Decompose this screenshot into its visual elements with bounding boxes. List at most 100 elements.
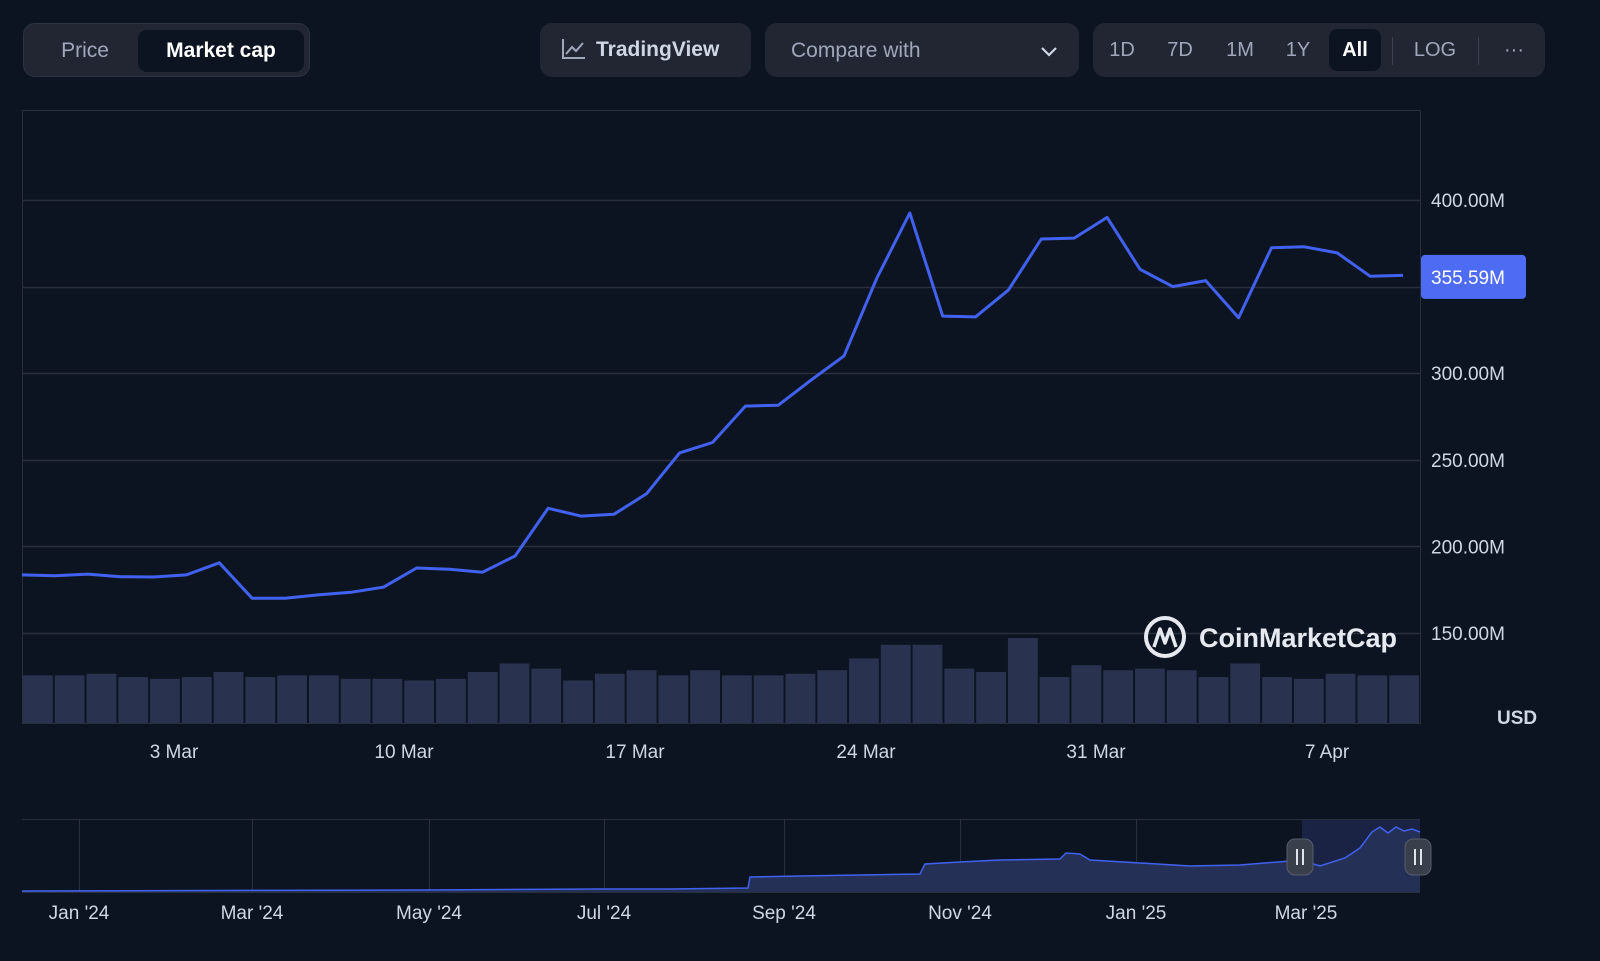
view-tabs: Price Market cap — [23, 23, 310, 77]
chevron-down-icon — [1041, 47, 1057, 57]
navigator-tick-label: Nov '24 — [928, 903, 992, 924]
watermark-text: CoinMarketCap — [1199, 623, 1397, 653]
x-tick-label: 17 Mar — [605, 742, 665, 763]
volume-bar — [150, 678, 180, 723]
volume-bar — [1325, 673, 1356, 723]
currency-label: USD — [1497, 708, 1537, 729]
volume-bar — [658, 675, 689, 723]
volume-bar — [785, 673, 816, 723]
volume-bar — [23, 675, 53, 723]
navigator-handle-left[interactable] — [1286, 838, 1314, 876]
range-all[interactable]: All — [1329, 29, 1381, 71]
navigator — [21, 819, 1432, 893]
current-value-badge-bg — [1421, 254, 1526, 299]
tradingview-label: TradingView — [596, 38, 720, 61]
chart-line-icon — [562, 39, 585, 59]
volume-bar — [436, 678, 466, 723]
volume-bar — [1293, 678, 1324, 723]
x-tick-label: 3 Mar — [150, 742, 199, 763]
volume-bar — [54, 675, 85, 723]
volume-bar — [245, 677, 276, 723]
range-1d[interactable]: 1D — [1109, 39, 1135, 61]
volume-bar — [1262, 677, 1292, 723]
current-value-label: 355.59M — [1431, 268, 1505, 289]
volume-bar — [86, 673, 117, 723]
volume-bar — [118, 677, 149, 723]
volume-bar — [213, 672, 244, 723]
navigator-handle-right[interactable] — [1404, 838, 1432, 876]
volume-bar — [1230, 663, 1261, 723]
coinmarketcap-logo-icon — [1144, 616, 1186, 658]
volume-bar — [1103, 670, 1134, 723]
compare-label: Compare with — [791, 39, 921, 62]
navigator-tick-label: Sep '24 — [752, 903, 816, 924]
tab-market-cap[interactable]: Market cap — [138, 30, 304, 72]
volume-bars — [23, 638, 1419, 723]
volume-bar — [880, 644, 911, 723]
volume-bar — [404, 680, 435, 723]
y-tick-label: 250.00M — [1431, 451, 1505, 472]
volume-bar — [499, 663, 530, 723]
volume-bar — [1357, 675, 1388, 723]
volume-bar — [308, 675, 339, 723]
compare-dropdown[interactable]: Compare with — [765, 23, 1079, 77]
volume-bar — [912, 644, 943, 723]
volume-bar — [372, 678, 403, 723]
range-divider — [1478, 37, 1479, 65]
navigator-tick-label: May '24 — [396, 903, 462, 924]
more-options-button[interactable]: ··· — [1504, 39, 1524, 61]
volume-bar — [1135, 668, 1165, 723]
log-toggle[interactable]: LOG — [1413, 39, 1457, 61]
range-selector: 1D 7D 1M 1Y All LOG ··· — [1093, 23, 1545, 77]
range-7d[interactable]: 7D — [1167, 39, 1193, 61]
volume-bar — [1007, 638, 1038, 723]
plot-border — [22, 110, 1421, 724]
volume-bar — [563, 680, 593, 723]
range-1m[interactable]: 1M — [1226, 39, 1254, 61]
volume-bar — [944, 668, 975, 723]
volume-bar — [340, 678, 371, 723]
volume-bar — [626, 670, 657, 723]
navigator-area — [22, 827, 1420, 892]
tab-price[interactable]: Price — [61, 39, 109, 62]
x-tick-label: 24 Mar — [836, 742, 896, 763]
y-tick-label: 400.00M — [1431, 191, 1505, 212]
volume-bar — [1166, 670, 1197, 723]
volume-bar — [817, 670, 848, 723]
volume-bar — [181, 677, 212, 723]
x-axis: 3 Mar 10 Mar 17 Mar 24 Mar 31 Mar 7 Apr — [150, 742, 1350, 763]
y-tick-label: 200.00M — [1431, 537, 1505, 558]
x-tick-label: 31 Mar — [1066, 742, 1126, 763]
current-value-badge: 355.59M — [1421, 254, 1526, 299]
navigator-tick-label: Jan '25 — [1106, 903, 1167, 924]
navigator-line — [21, 826, 1421, 892]
x-tick-label: 7 Apr — [1305, 742, 1350, 763]
volume-bar — [594, 673, 625, 723]
volume-bar — [849, 658, 879, 723]
x-tick-label: 10 Mar — [374, 742, 434, 763]
volume-bar — [1071, 665, 1102, 723]
navigator-tick-label: Jul '24 — [577, 903, 632, 924]
volume-bar — [467, 672, 498, 723]
navigator-tick-label: Jan '24 — [49, 903, 110, 924]
volume-bar — [753, 675, 784, 723]
volume-bar — [1039, 677, 1070, 723]
volume-bar — [1389, 675, 1419, 723]
market-cap-line — [21, 211, 1404, 600]
navigator-tick-label: Mar '24 — [221, 903, 284, 924]
volume-bar — [976, 672, 1006, 723]
y-axis: 150.00M 200.00M 250.00M 300.00M 400.00M — [1431, 191, 1505, 645]
navigator-axis: Jan '24 Mar '24 May '24 Jul '24 Sep '24 Nov '… — [49, 903, 1338, 924]
volume-bar — [1198, 677, 1229, 723]
volume-bar — [690, 670, 720, 723]
gridlines — [22, 199, 1420, 635]
navigator-tick-label: Mar '25 — [1275, 903, 1338, 924]
watermark: CoinMarketCap — [1144, 616, 1397, 658]
volume-bar — [722, 675, 752, 723]
y-tick-label: 300.00M — [1431, 364, 1505, 385]
range-divider — [1392, 37, 1393, 65]
tradingview-button[interactable]: TradingView — [540, 23, 751, 77]
range-1y[interactable]: 1Y — [1285, 39, 1311, 61]
volume-bar — [531, 668, 562, 723]
